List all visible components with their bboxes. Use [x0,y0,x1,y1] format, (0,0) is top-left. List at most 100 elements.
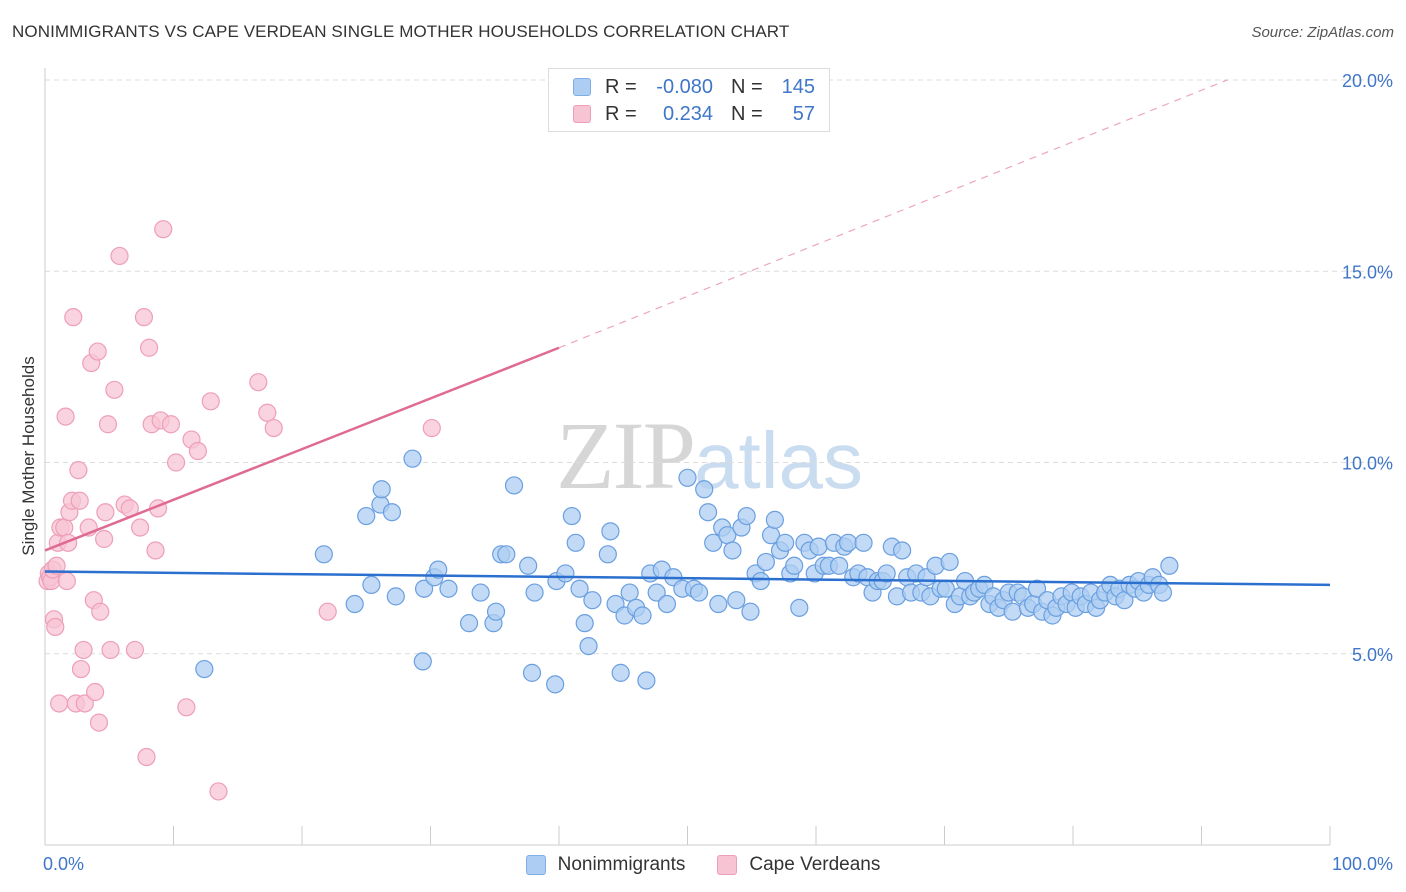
cape-verdean-point [75,694,94,713]
cape-verdean-point [105,380,124,399]
y-axis-title: Single Mother Households [19,356,38,555]
legend-n-value: 145 [781,75,815,98]
nonimmigrant-point [611,663,630,682]
nonimmigrant-point [504,476,524,495]
nonimmigrant-point [657,594,677,614]
nonimmigrant-point [647,583,666,602]
legend-r-label: R = [605,102,637,125]
cape-verdean-point [201,392,220,411]
nonimmigrant-point [525,583,544,602]
nonimmigrant-point [741,602,760,621]
x-tick-label: 100.0% [1332,854,1393,874]
legend-swatch-cape-verdeans [573,105,591,123]
nonimmigrant-point [386,587,405,606]
legend-row-nonimmigrants: R = -0.080 N = 145 [573,75,815,99]
nonimmigrant-point [698,503,718,522]
cape-verdean-point [422,418,441,438]
series-label: Nonimmigrants [557,854,686,875]
nonimmigrant-point [403,449,422,468]
nonimmigrant-point [459,614,479,633]
cape-verdean-point [95,529,114,549]
nonimmigrant-point [756,552,775,572]
cape-verdean-point [64,308,83,327]
nonimmigrant-point [737,506,756,526]
nonimmigrant-point [633,606,652,625]
series-swatch-cape-verdeans [717,855,738,875]
nonimmigrant-point [892,541,912,560]
cape-verdean-trend-extension [558,79,1228,349]
legend-swatch-nonimmigrants [573,78,591,96]
nonimmigrant-point [414,579,434,598]
nonimmigrant-point [695,480,714,499]
nonimmigrant-point [790,598,809,617]
chart-title: NONIMMIGRANTS VS CAPE VERDEAN SINGLE MOT… [12,22,790,41]
cape-verdean-point [86,682,105,702]
nonimmigrant-point [357,506,376,526]
nonimmigrant-point [709,594,728,614]
nonimmigrant-point [362,575,381,595]
nonimmigrant-point [678,468,697,487]
cape-verdean-point [98,415,118,434]
cape-verdean-point [57,571,76,591]
nonimmigrant-point [382,503,402,522]
correlation-legend: R = -0.080 N = 145 R = 0.234 N = 57 [548,68,830,132]
y-tick-label: 10.0% [1342,454,1393,474]
nonimmigrant-point [583,591,602,610]
nonimmigrant-point [877,564,896,583]
cape-verdean-point [74,640,93,660]
cape-verdean-point [101,640,120,660]
nonimmigrant-trend-line [44,570,1331,587]
legend-n-label: N = [731,102,763,125]
cape-verdean-point [134,308,154,327]
series-legend: Nonimmigrants Cape Verdeans [0,852,1406,878]
cape-verdean-point [110,246,129,266]
legend-r-value: -0.080 [656,75,713,98]
cape-verdean-point [130,518,150,537]
nonimmigrant-point [1153,583,1173,602]
cape-verdean-point [89,713,109,732]
watermark-zip: ZIP [556,402,696,509]
cape-verdean-point [71,659,91,679]
cape-verdean-point [96,503,115,522]
cape-verdean-point [55,518,74,537]
nonimmigrant-point [195,659,214,679]
legend-r-value: 0.234 [662,102,713,125]
nonimmigrant-point [1160,556,1179,575]
cape-verdean-point [56,407,75,426]
nonimmigrant-point [601,522,620,541]
nonimmigrant-point [620,583,639,602]
nonimmigrant-point [854,533,873,552]
legend-row-cape-verdeans: R = 0.234 N = 57 [573,102,815,126]
nonimmigrant-point [579,636,598,656]
nonimmigrant-point [940,552,959,572]
cape-verdean-point [50,694,69,713]
nonimmigrant-point [372,480,391,499]
cape-verdean-trend-line [44,346,560,552]
watermark: ZIPatlas [556,400,863,511]
cape-verdean-point [318,602,337,621]
cape-verdean-point [139,338,159,357]
cape-verdean-point [91,602,110,621]
series-swatch-nonimmigrants [525,855,546,875]
series-label: Cape Verdeans [749,854,881,875]
cape-verdean-point [209,782,228,801]
nonimmigrant-point [575,614,594,633]
nonimmigrant-point [556,564,575,583]
nonimmigrant-point [486,602,506,621]
cape-verdean-point [70,491,89,510]
series-legend-item-nonimmigrants: Nonimmigrants [525,854,686,876]
cape-verdean-point [264,418,283,438]
nonimmigrant-point [439,579,458,598]
nonimmigrant-point [519,556,538,575]
nonimmigrant-point [522,663,542,682]
nonimmigrant-point [1027,579,1047,598]
cape-verdean-point [249,373,268,392]
nonimmigrant-point [471,583,490,602]
nonimmigrant-point [776,533,795,552]
nonimmigrant-point [429,560,448,579]
nonimmigrant-point [785,556,804,575]
cape-verdean-point [177,698,196,717]
cape-verdean-point [166,453,186,472]
x-tick-label: 0.0% [43,854,84,874]
